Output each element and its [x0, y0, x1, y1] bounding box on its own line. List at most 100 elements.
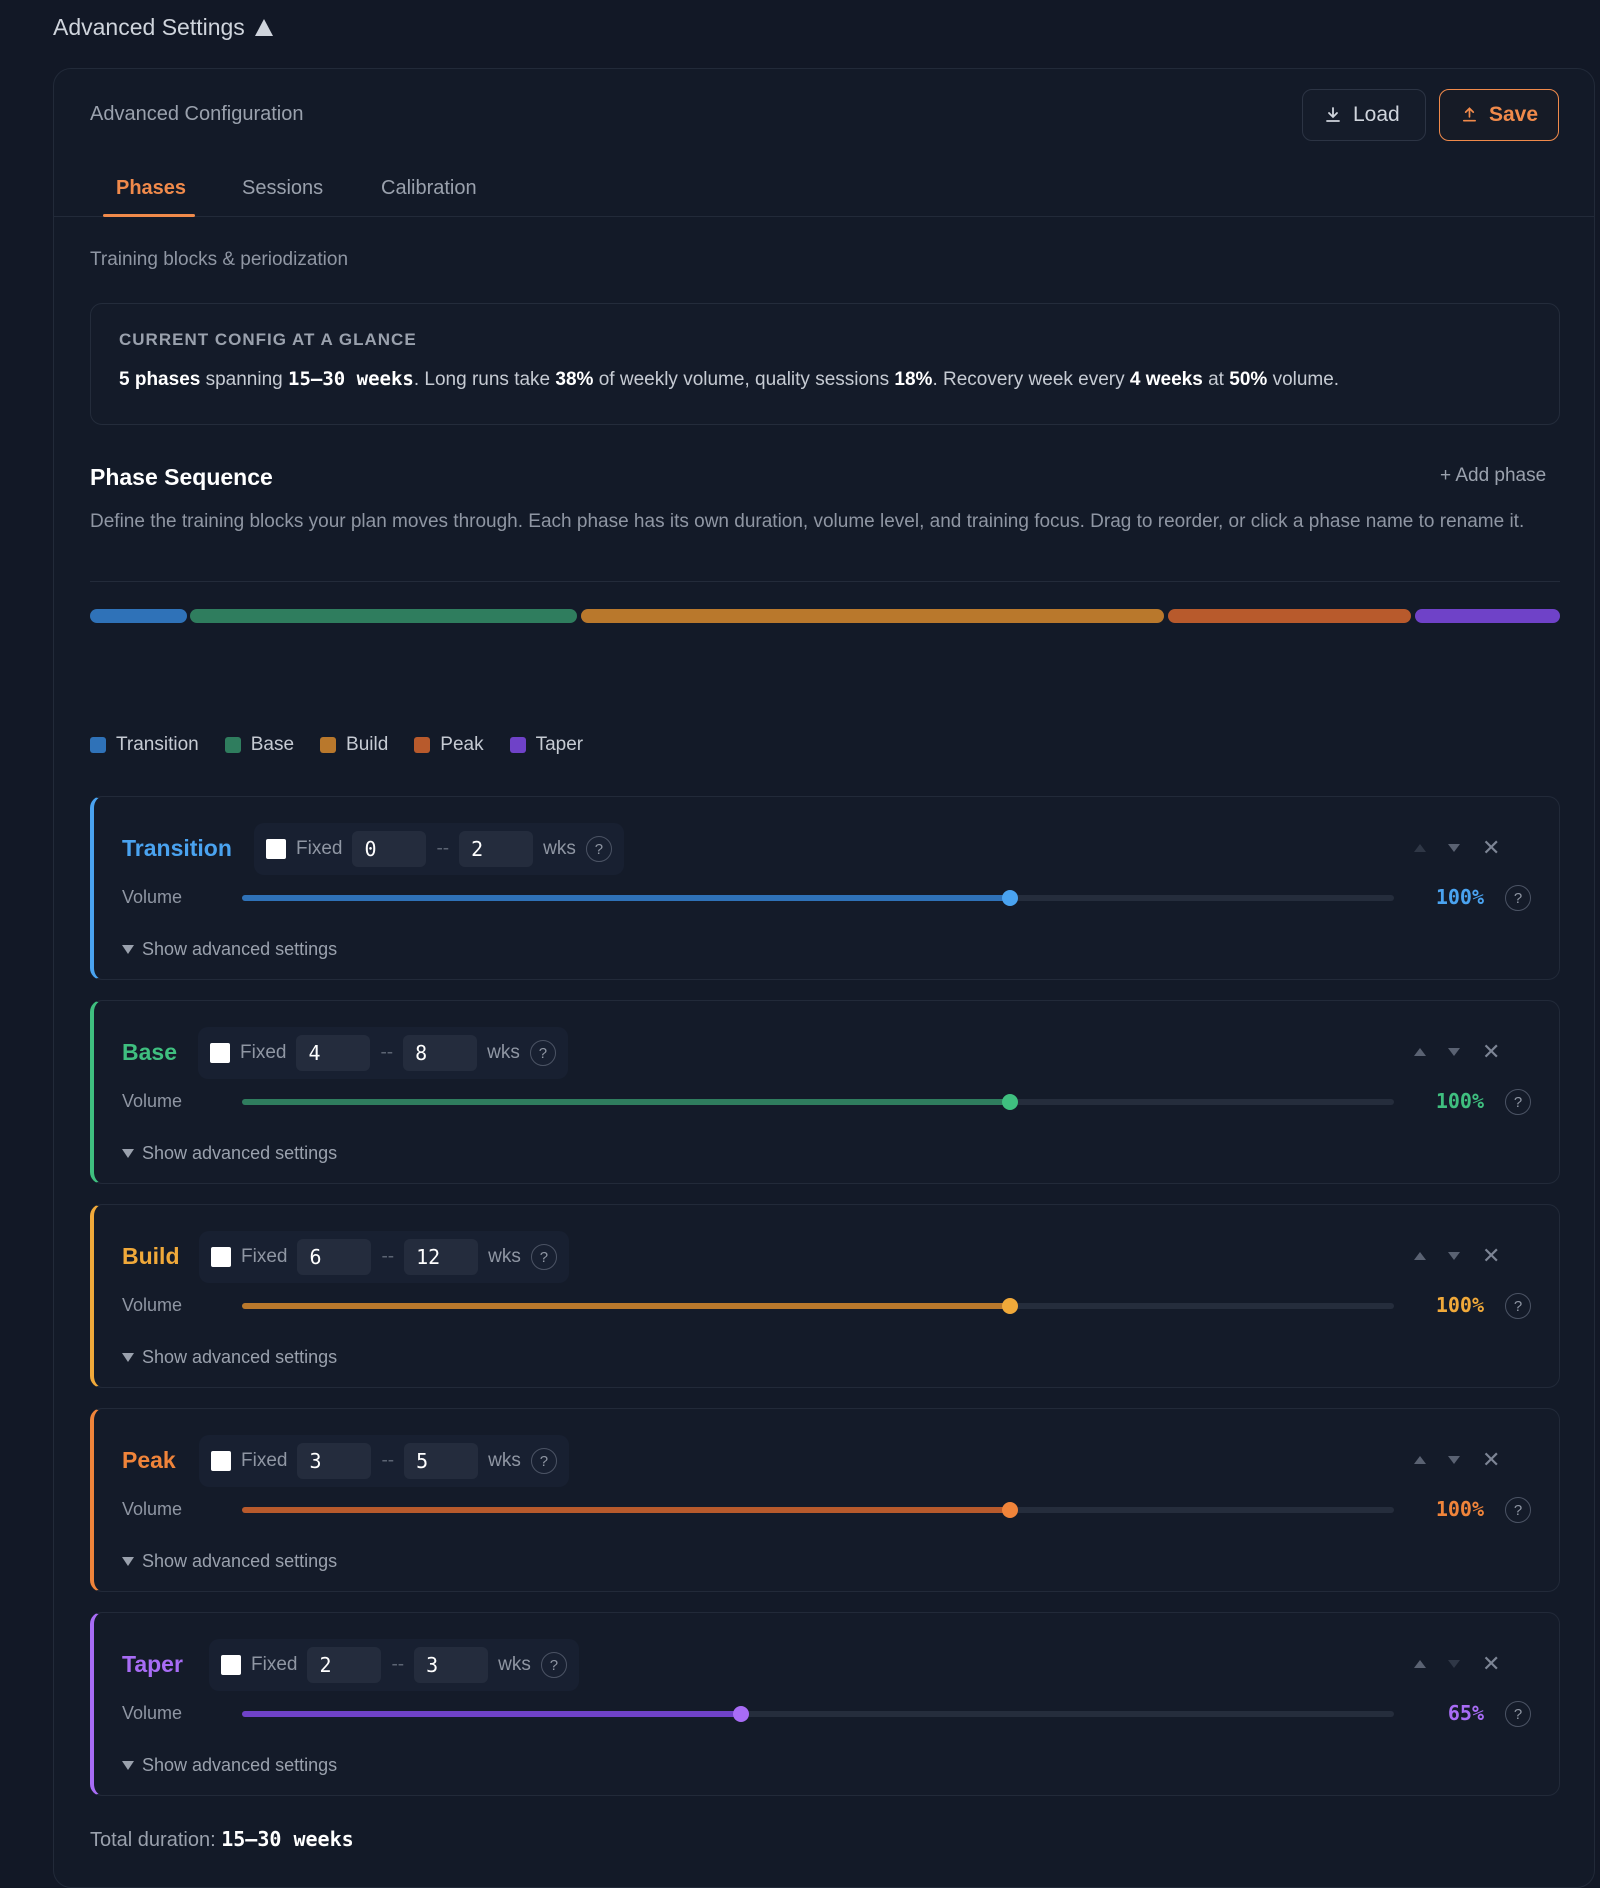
remove-phase-icon[interactable]: ✕ [1482, 835, 1501, 860]
tab-sessions[interactable]: Sessions [242, 177, 324, 199]
volume-slider[interactable] [242, 890, 1394, 906]
phase-card-transition[interactable]: Transition Fixed -- wks ? ✕ Volume 100% … [90, 796, 1560, 980]
glance-long-pct: 38% [555, 369, 594, 390]
phase-name[interactable]: Transition [122, 835, 232, 861]
volume-slider-thumb[interactable] [732, 1706, 749, 1722]
legend-label: Peak [440, 734, 484, 755]
legend-swatch [90, 737, 106, 753]
volume-slider[interactable] [242, 1298, 1394, 1314]
help-icon[interactable]: ? [530, 1448, 557, 1474]
help-icon[interactable]: ? [1505, 1089, 1531, 1115]
legend-swatch [224, 737, 241, 753]
help-icon[interactable]: ? [529, 1040, 556, 1066]
move-up-icon[interactable] [1414, 1456, 1426, 1464]
remove-phase-icon[interactable]: ✕ [1482, 1039, 1501, 1064]
save-button[interactable]: Save [1439, 89, 1559, 141]
fixed-checkbox[interactable] [211, 1451, 231, 1471]
max-weeks-input[interactable] [404, 1443, 479, 1479]
volume-slider[interactable] [242, 1706, 1394, 1722]
weeks-unit: wks [543, 838, 576, 859]
help-icon[interactable]: ? [1505, 1701, 1531, 1727]
fixed-checkbox[interactable] [211, 1247, 231, 1267]
show-advanced-label: Show advanced settings [142, 1143, 338, 1163]
min-weeks-input[interactable] [296, 1035, 371, 1071]
max-weeks-input[interactable] [403, 1035, 478, 1071]
tab-calibration[interactable]: Calibration [381, 177, 477, 199]
phase-name[interactable]: Build [122, 1243, 180, 1269]
min-weeks-input[interactable] [297, 1443, 372, 1479]
help-icon[interactable]: ? [530, 1244, 557, 1270]
move-up-icon[interactable] [1414, 1660, 1426, 1668]
legend-label: Taper [535, 734, 584, 755]
move-up-icon[interactable] [1414, 1048, 1426, 1056]
fixed-label: Fixed [241, 1450, 288, 1471]
show-advanced-toggle[interactable]: Show advanced settings [122, 1347, 337, 1368]
weeks-unit: wks [498, 1654, 531, 1675]
max-weeks-input[interactable] [414, 1647, 489, 1683]
volume-label: Volume [122, 1499, 183, 1519]
volume-label: Volume [122, 1295, 183, 1315]
max-weeks-input[interactable] [404, 1239, 479, 1275]
timeline-segment-base[interactable] [190, 609, 577, 623]
help-icon[interactable]: ? [1505, 1497, 1531, 1523]
timeline-segment-build[interactable] [581, 609, 1164, 623]
show-advanced-toggle[interactable]: Show advanced settings [122, 1551, 337, 1572]
fixed-checkbox[interactable] [266, 839, 286, 859]
fixed-checkbox[interactable] [210, 1043, 230, 1063]
glance-recovery-weeks: 4 weeks [1129, 369, 1203, 390]
config-glance-panel: CURRENT CONFIG AT A GLANCE 5 phases span… [90, 303, 1560, 425]
show-advanced-toggle[interactable]: Show advanced settings [122, 939, 337, 960]
timeline-segment-transition[interactable] [90, 609, 187, 623]
volume-slider[interactable] [242, 1094, 1394, 1110]
move-up-icon[interactable] [1414, 1252, 1426, 1260]
show-advanced-label: Show advanced settings [142, 1755, 338, 1775]
help-icon[interactable]: ? [585, 836, 612, 862]
max-weeks-input[interactable] [459, 831, 534, 867]
volume-slider-thumb[interactable] [1002, 1298, 1019, 1314]
move-down-icon[interactable] [1448, 844, 1460, 852]
move-down-icon[interactable] [1448, 1048, 1460, 1056]
timeline-segment-peak[interactable] [1168, 609, 1411, 623]
phase-name[interactable]: Peak [122, 1447, 176, 1473]
move-down-icon[interactable] [1448, 1252, 1460, 1260]
move-up-icon[interactable] [1414, 844, 1426, 852]
help-icon[interactable]: ? [1505, 1293, 1531, 1319]
remove-phase-icon[interactable]: ✕ [1482, 1243, 1501, 1268]
help-icon[interactable]: ? [1505, 885, 1531, 911]
weeks-unit: wks [488, 1246, 521, 1267]
fixed-checkbox[interactable] [221, 1655, 241, 1675]
add-phase-button[interactable]: + Add phase [1440, 465, 1547, 486]
help-icon[interactable]: ? [540, 1652, 567, 1678]
move-down-icon[interactable] [1448, 1456, 1460, 1464]
phase-card-taper[interactable]: Taper Fixed -- wks ? ✕ Volume 65% ? Show… [90, 1612, 1560, 1796]
phase-name[interactable]: Taper [122, 1651, 183, 1677]
volume-slider[interactable] [242, 1502, 1394, 1518]
tab-phases[interactable]: Phases [116, 177, 187, 199]
move-down-icon[interactable] [1448, 1660, 1460, 1668]
timeline-segment-taper[interactable] [1415, 609, 1560, 623]
min-weeks-input[interactable] [297, 1239, 372, 1275]
remove-phase-icon[interactable]: ✕ [1482, 1651, 1501, 1676]
phase-name[interactable]: Base [122, 1039, 177, 1065]
active-tab-indicator [103, 214, 195, 217]
load-button[interactable]: Load [1302, 89, 1426, 141]
phase-card-build[interactable]: Build Fixed -- wks ? ✕ Volume 100% ? Sho… [90, 1204, 1560, 1388]
show-advanced-toggle[interactable]: Show advanced settings [122, 1143, 337, 1164]
phase-card-peak[interactable]: Peak Fixed -- wks ? ✕ Volume 100% ? Show… [90, 1408, 1560, 1592]
show-advanced-toggle[interactable]: Show advanced settings [122, 1755, 337, 1776]
volume-percent: 100% [1435, 885, 1484, 909]
volume-slider-thumb[interactable] [1002, 890, 1019, 906]
phase-sequence-title: Phase Sequence [90, 464, 273, 490]
volume-slider-thumb[interactable] [1002, 1094, 1019, 1110]
remove-phase-icon[interactable]: ✕ [1482, 1447, 1501, 1472]
duration-controls: Fixed -- wks ? [199, 1231, 569, 1283]
min-weeks-input[interactable] [307, 1647, 382, 1683]
advanced-settings-toggle[interactable]: Advanced Settings [53, 14, 273, 41]
phase-card-base[interactable]: Base Fixed -- wks ? ✕ Volume 100% ? Show… [90, 1000, 1560, 1184]
glance-text: at [1208, 369, 1224, 390]
volume-slider-thumb[interactable] [1002, 1502, 1019, 1518]
volume-label: Volume [122, 1091, 183, 1111]
glance-label: CURRENT CONFIG AT A GLANCE [119, 330, 417, 349]
min-weeks-input[interactable] [352, 831, 427, 867]
legend-swatch [414, 737, 431, 753]
